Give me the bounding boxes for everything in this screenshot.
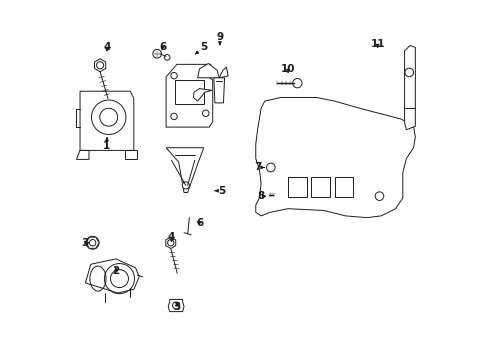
Polygon shape (214, 78, 224, 103)
Text: 4: 4 (168, 232, 175, 242)
Polygon shape (263, 155, 295, 176)
Circle shape (267, 162, 273, 169)
Polygon shape (80, 91, 134, 150)
Text: 2: 2 (112, 266, 120, 276)
Polygon shape (256, 98, 416, 218)
Polygon shape (166, 64, 213, 127)
Text: 7: 7 (254, 162, 264, 172)
Circle shape (267, 163, 275, 172)
Circle shape (86, 236, 99, 249)
Polygon shape (335, 177, 353, 197)
Polygon shape (168, 300, 184, 312)
Polygon shape (166, 237, 176, 248)
Circle shape (285, 162, 292, 169)
Text: 11: 11 (370, 39, 385, 49)
Text: 5: 5 (215, 186, 225, 196)
Polygon shape (166, 148, 204, 193)
Circle shape (375, 192, 384, 201)
Polygon shape (405, 45, 416, 130)
Text: 10: 10 (281, 64, 295, 74)
Polygon shape (95, 59, 106, 72)
Circle shape (202, 110, 209, 117)
Polygon shape (288, 177, 307, 197)
Polygon shape (286, 176, 292, 180)
Text: 3: 3 (173, 302, 180, 312)
Text: 6: 6 (196, 218, 204, 228)
Polygon shape (311, 177, 330, 197)
Polygon shape (86, 237, 99, 248)
Polygon shape (85, 259, 139, 293)
Circle shape (164, 54, 170, 60)
Circle shape (272, 191, 281, 199)
Polygon shape (219, 67, 228, 78)
Text: 5: 5 (195, 42, 207, 54)
Circle shape (182, 182, 190, 189)
Text: 8: 8 (258, 191, 266, 201)
Circle shape (153, 49, 161, 58)
Circle shape (171, 113, 177, 120)
Text: 9: 9 (216, 32, 223, 45)
Polygon shape (175, 80, 204, 104)
Text: 6: 6 (159, 42, 166, 52)
Polygon shape (194, 89, 212, 101)
Text: 4: 4 (103, 42, 111, 52)
Circle shape (405, 68, 414, 77)
Circle shape (293, 78, 302, 88)
Circle shape (171, 72, 177, 79)
Text: 1: 1 (103, 138, 111, 151)
Text: 3: 3 (82, 238, 89, 248)
Polygon shape (268, 176, 273, 180)
Polygon shape (197, 63, 219, 78)
